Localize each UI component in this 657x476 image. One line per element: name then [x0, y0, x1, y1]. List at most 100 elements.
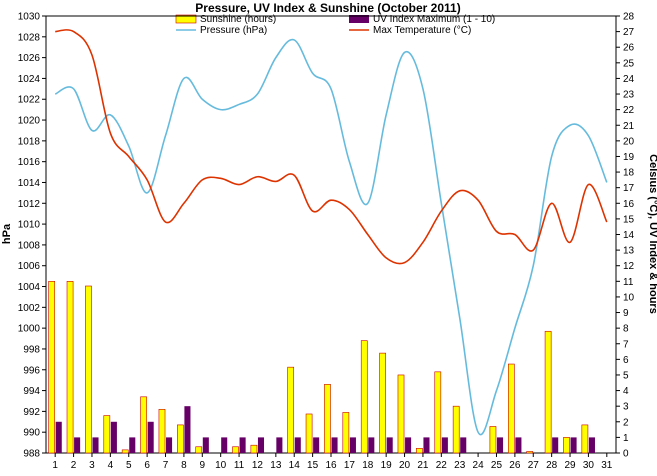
sunshine-bar: [66, 281, 74, 454]
sunshine-bar: [250, 444, 258, 454]
sunshine-bar: [177, 424, 184, 454]
right-tick-label: 16: [623, 199, 635, 210]
left-tick-label: 1008: [18, 240, 41, 251]
left-tick-label: 1012: [18, 199, 41, 210]
sunshine-bar: [563, 437, 570, 454]
right-tick-label: 21: [623, 121, 635, 132]
uv-index-bar: [515, 437, 522, 453]
x-tick-label: 28: [546, 460, 558, 471]
uv-index-bar: [55, 421, 62, 453]
x-tick-label: 1: [52, 460, 58, 471]
legend: Sunshine (hours) UV Index Maximum (1 - 10…: [175, 14, 495, 36]
sunshine-bar: [379, 352, 386, 454]
uv-index-bar: [257, 437, 265, 453]
uv-index-bar: [368, 437, 375, 453]
sunshine-bar: [544, 330, 552, 454]
x-tick-label: 27: [528, 460, 540, 471]
x-tick-label: 17: [344, 460, 356, 471]
left-tick-label: 998: [23, 344, 40, 355]
legend-sunshine-swatch: [175, 14, 197, 24]
left-tick-label: 1006: [18, 261, 41, 272]
x-tick-label: 20: [399, 460, 411, 471]
x-tick-label: 10: [215, 460, 227, 471]
left-tick-label: 1026: [18, 53, 41, 64]
right-tick-label: 3: [623, 402, 629, 413]
uv-index-bar: [349, 437, 356, 453]
right-tick-label: 15: [623, 214, 635, 225]
right-tick-label: 10: [623, 292, 635, 303]
sunshine-bar: [342, 412, 350, 454]
right-tick-label: 20: [623, 136, 635, 147]
uv-index-bar: [294, 437, 301, 453]
uv-index-bar: [441, 437, 448, 453]
uv-index-bar: [202, 437, 209, 453]
left-tick-label: 1014: [18, 178, 41, 189]
right-tick-label: 17: [623, 183, 635, 194]
right-tick-label: 24: [623, 74, 635, 85]
sunshine-bar: [508, 363, 515, 454]
right-axis-title: Celsius (°C), UV Index & hours: [647, 154, 657, 314]
right-tick-label: 6: [623, 355, 629, 366]
uv-index-bar: [331, 437, 338, 453]
right-tick-label: 13: [623, 246, 635, 257]
sunshine-bar: [158, 408, 166, 454]
chart-title: Pressure, UV Index & Sunshine (October 2…: [195, 1, 460, 15]
x-tick-label: 22: [436, 460, 448, 471]
left-tick-label: 988: [23, 449, 40, 460]
uv-index-bar: [552, 437, 559, 453]
right-tick-label: 14: [623, 230, 635, 241]
x-tick-label: 14: [289, 460, 301, 471]
x-tick-label: 25: [491, 460, 503, 471]
left-tick-label: 1028: [18, 32, 41, 43]
x-tick-label: 31: [601, 460, 613, 471]
right-tick-label: 25: [623, 58, 635, 69]
sunshine-bar: [195, 446, 203, 454]
uv-index-bar: [129, 437, 136, 453]
sunshine-bar: [360, 340, 368, 454]
sunshine-bar: [397, 374, 405, 454]
max-temperature-line: [55, 29, 608, 265]
right-tick-label: 2: [623, 417, 629, 428]
x-tick-label: 15: [307, 460, 319, 471]
left-tick-label: 1002: [18, 303, 41, 314]
legend-uv-index-label: UV Index Maximum (1 - 10): [373, 14, 495, 25]
uv-index-bar: [184, 406, 191, 453]
uv-index-bar: [570, 437, 577, 453]
x-tick-label: 6: [144, 460, 150, 471]
uv-index-bar: [166, 437, 173, 453]
right-tick-label: 19: [623, 152, 635, 163]
right-tick-label: 23: [623, 90, 635, 101]
uv-index-bar: [110, 421, 117, 453]
sunshine-bar: [581, 424, 589, 454]
right-tick-label: 18: [623, 168, 635, 179]
x-tick-label: 11: [234, 460, 245, 471]
uv-index-bar: [147, 421, 154, 453]
x-tick-label: 18: [362, 460, 374, 471]
sunshine-bar: [121, 449, 129, 454]
legend-max-temperature-label: Max Temperature (°C): [373, 25, 471, 36]
x-tick-label: 2: [71, 460, 77, 471]
left-tick-label: 994: [23, 386, 40, 397]
left-axis-title: hPa: [1, 223, 13, 244]
uv-index-bar: [276, 437, 283, 453]
left-tick-label: 1020: [18, 116, 41, 127]
left-tick-label: 1010: [18, 220, 41, 231]
sunshine-bar: [48, 281, 55, 454]
sunshine-bar: [85, 285, 92, 454]
sunshine-bar: [416, 448, 423, 454]
right-tick-label: 7: [623, 339, 629, 350]
plot-frame: [45, 15, 617, 454]
sunshine-bar: [103, 415, 111, 454]
right-tick-label: 4: [623, 386, 629, 397]
left-tick-label: 1022: [18, 95, 41, 106]
right-tick-label: 28: [623, 12, 635, 23]
sunshine-bar: [526, 451, 534, 454]
x-tick-label: 19: [381, 460, 393, 471]
uv-index-bar: [221, 437, 228, 453]
legend-pressure-label: Pressure (hPa): [200, 25, 267, 36]
left-tick-label: 1018: [18, 136, 41, 147]
uv-index-bar: [405, 437, 412, 453]
sunshine-bar: [305, 413, 313, 454]
uv-index-bar: [460, 437, 467, 453]
right-tick-label: 27: [623, 27, 635, 38]
